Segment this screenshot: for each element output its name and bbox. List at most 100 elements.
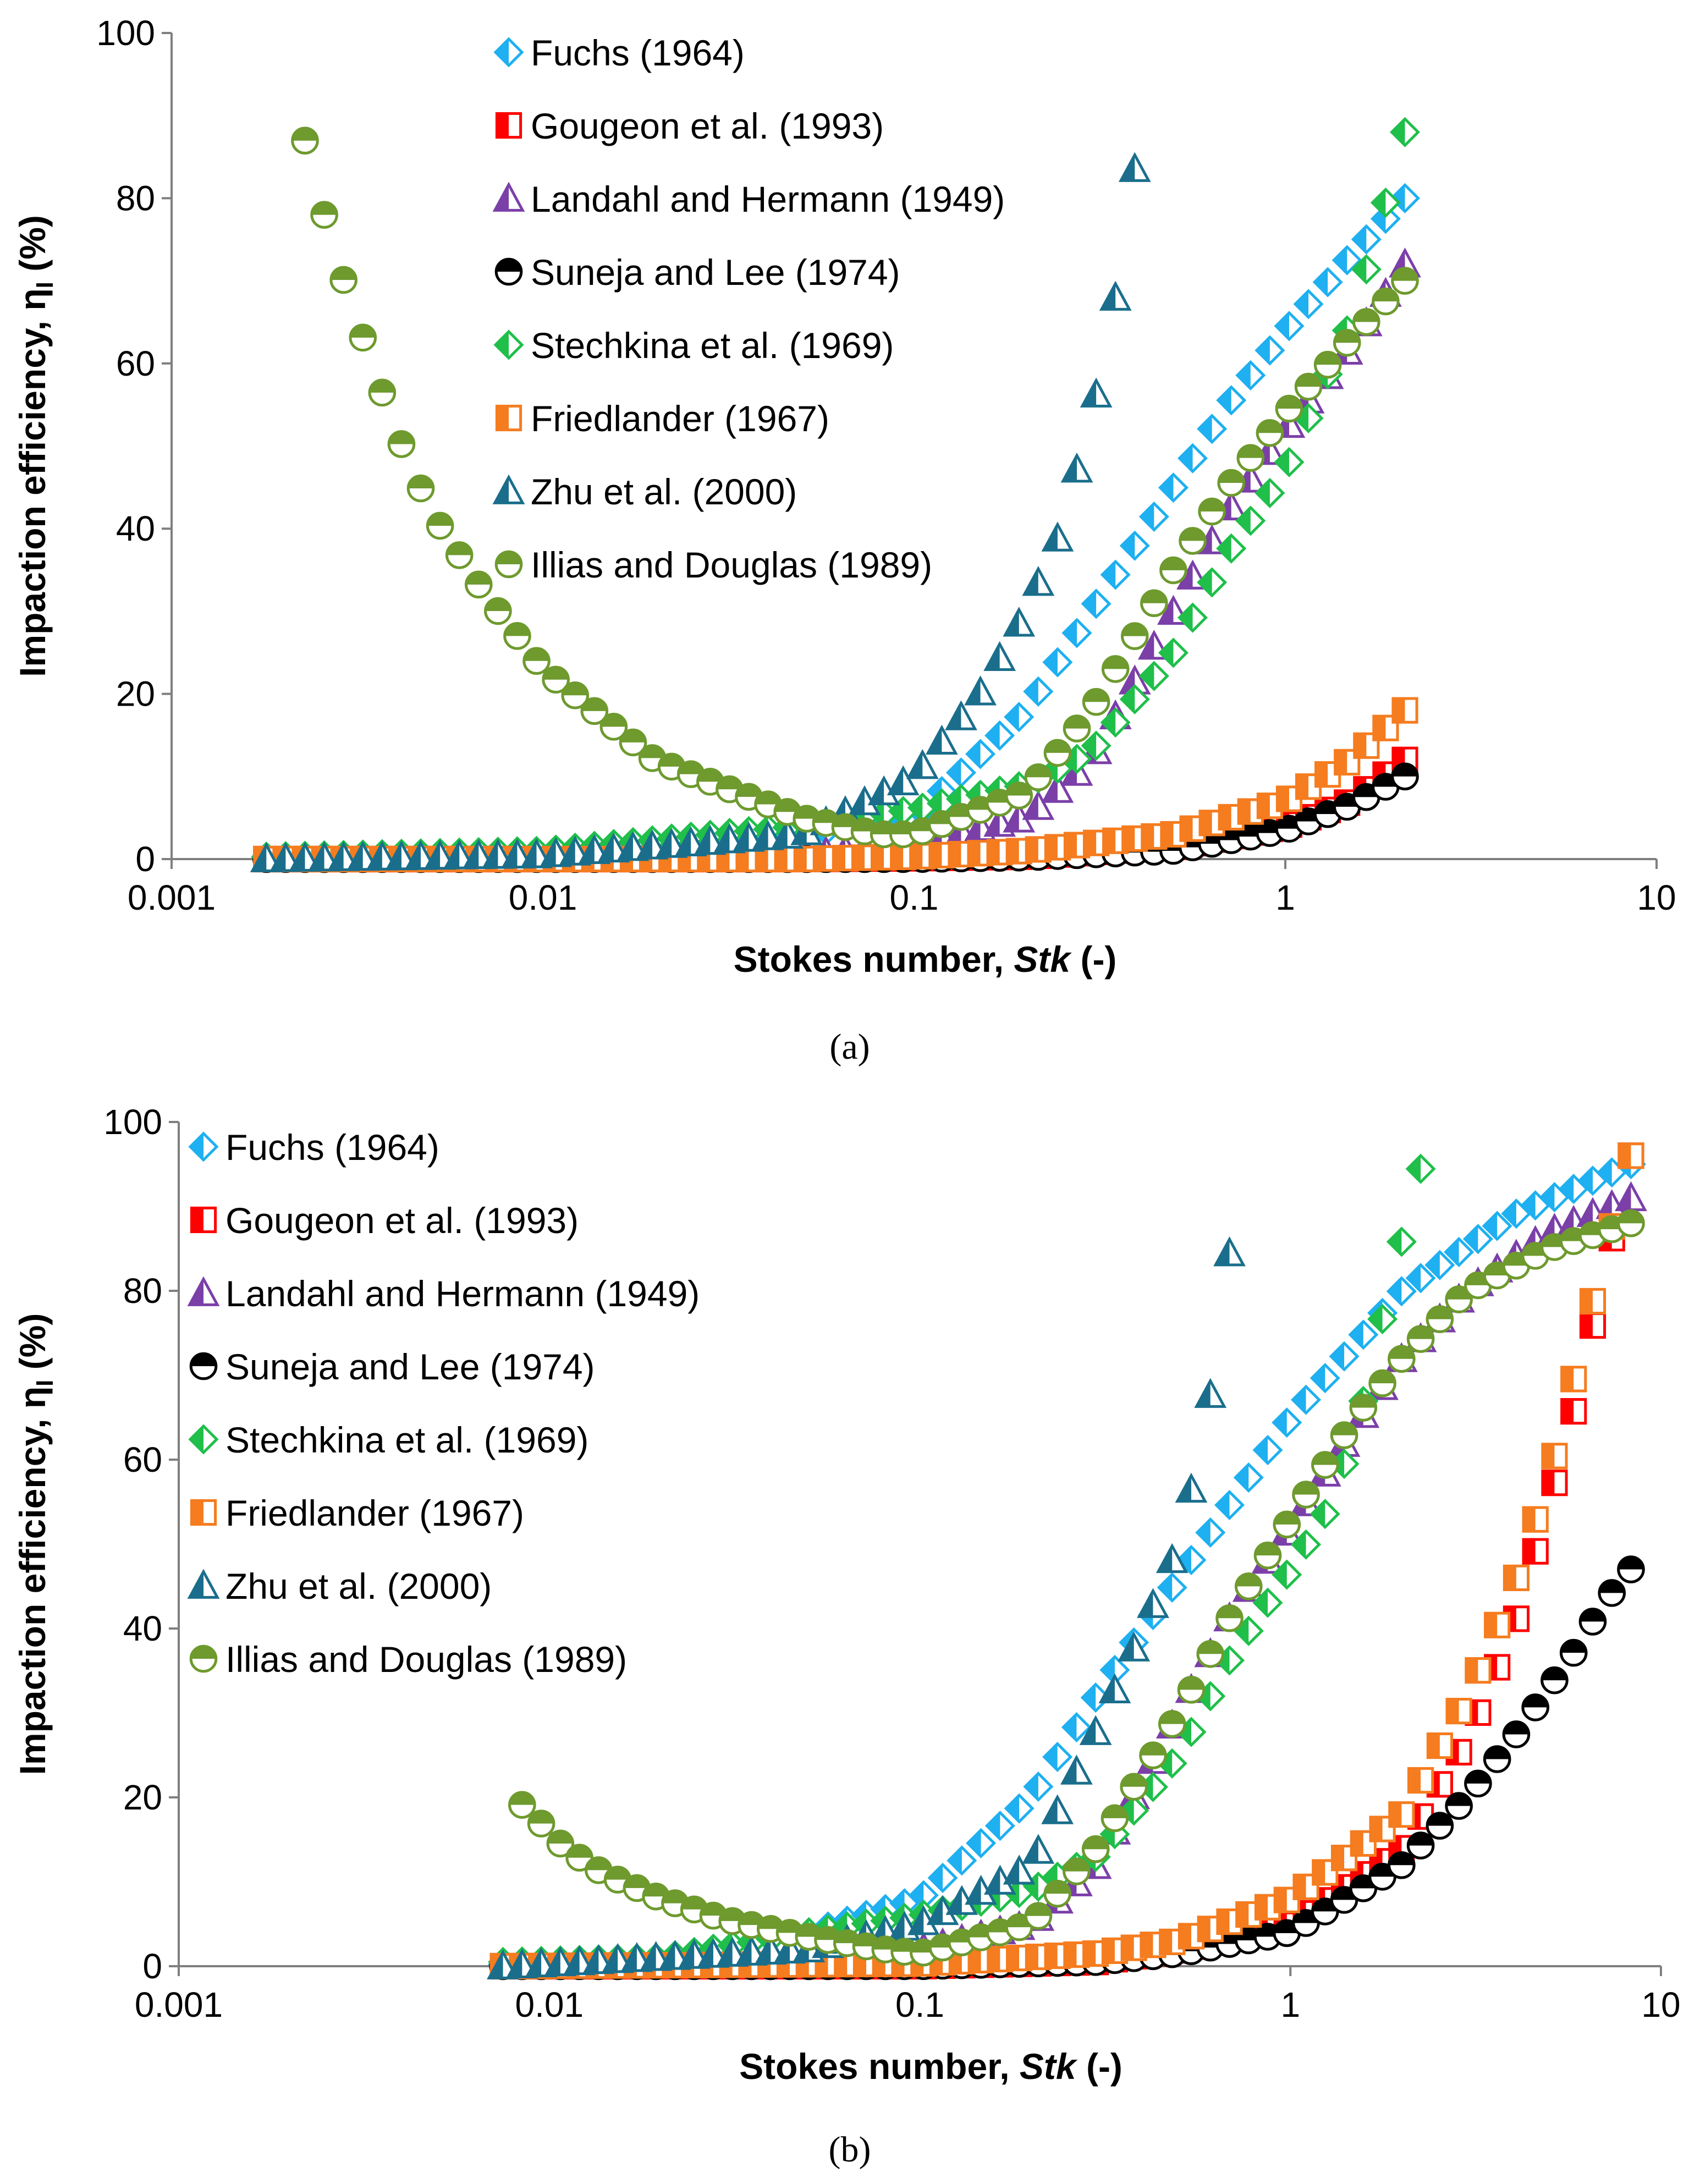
data-point (1216, 385, 1247, 416)
legend-item-zhu: Zhu et al. (2000) (187, 1566, 492, 1607)
data-point (443, 839, 476, 870)
legend-label: Zhu et al. (2000) (225, 1566, 492, 1607)
legend-label: Stechkina et al. (1969) (225, 1420, 588, 1460)
data-point (1483, 1745, 1511, 1773)
data-point (1139, 1741, 1167, 1769)
data-point (1022, 1834, 1055, 1864)
data-point (1195, 1517, 1226, 1548)
data-point (1579, 1288, 1607, 1315)
data-point (1196, 1640, 1225, 1668)
legend-item-stechkina: Stechkina et al. (1969) (188, 1420, 588, 1460)
x-tick-label: 1 (1275, 878, 1295, 917)
data-point (561, 681, 590, 709)
y-tick-label: 80 (123, 1271, 162, 1311)
data-point (1273, 1886, 1300, 1913)
legend-item-fuchs: Fuchs (1964) (188, 1127, 439, 1168)
x-tick-label: 0.01 (515, 1985, 584, 2025)
legend-marker (190, 1499, 217, 1526)
data-point (1137, 1588, 1169, 1618)
data-point (462, 839, 495, 870)
data-point (1176, 1544, 1207, 1576)
data-point (1175, 1472, 1208, 1503)
data-point (1407, 1767, 1434, 1794)
y-tick-label: 40 (123, 1609, 162, 1648)
data-point (1081, 588, 1112, 619)
data-point (1291, 1529, 1322, 1560)
y-tick-label: 80 (116, 178, 155, 218)
figure-caption: (b) (829, 2130, 871, 2170)
data-point (1255, 335, 1285, 366)
legend-item-friedlander: Friedlander (1967) (495, 398, 829, 439)
data-point (1138, 501, 1169, 532)
legend-marker (190, 1206, 217, 1234)
data-point (1060, 1754, 1093, 1785)
data-point (1004, 702, 1035, 733)
data-point (1256, 419, 1284, 447)
data-point (1234, 1572, 1263, 1600)
data-point (1464, 1769, 1492, 1798)
data-point (1022, 790, 1055, 820)
data-point (1541, 1666, 1569, 1695)
figure-caption: (a) (829, 1027, 870, 1067)
data-point (310, 201, 338, 229)
data-point (1386, 1276, 1417, 1307)
data-point (329, 266, 357, 294)
legend: Fuchs (1964) Gougeon et al. (1993) Landahl… (187, 1127, 700, 1680)
legend-marker (493, 329, 524, 360)
legend-marker (492, 474, 525, 504)
legend-item-friedlander: Friedlander (1967) (190, 1493, 524, 1533)
legend-marker (495, 404, 522, 432)
legend-item-illias: Illias and Douglas (1989) (494, 544, 932, 585)
data-point (1004, 1793, 1035, 1824)
legend-marker (494, 257, 523, 286)
data-point (1273, 1510, 1301, 1539)
legend: Fuchs (1964) Gougeon et al. (1993) Landahl… (492, 32, 1005, 585)
chart-a-svg: 0 20 40 60 80 100 0.001 0.01 0.1 1 10 Stokes number… (12, 13, 1676, 1067)
data-point (1406, 1325, 1435, 1353)
legend-label: Stechkina et al. (1969) (531, 325, 894, 366)
legend-marker (495, 112, 522, 139)
y-tick-label: 20 (116, 674, 155, 714)
legend-marker (187, 1569, 220, 1599)
data-point (484, 597, 512, 625)
data-point (1120, 1773, 1148, 1801)
data-point (327, 841, 360, 871)
data-point (1522, 1538, 1549, 1565)
data-point (1023, 1771, 1054, 1802)
legend-marker (189, 1644, 218, 1673)
data-point (1061, 618, 1092, 648)
data-point (1445, 1698, 1472, 1725)
data-point (1177, 1676, 1206, 1704)
data-point (1061, 1712, 1092, 1743)
data-point (1330, 1421, 1358, 1449)
data-point (1119, 530, 1150, 561)
data-point (1350, 1830, 1377, 1857)
data-point (1522, 1506, 1549, 1533)
data-point (1158, 1710, 1186, 1738)
data-point (1197, 567, 1228, 598)
data-point (983, 641, 1016, 671)
data-point (1310, 1499, 1340, 1530)
data-point (423, 839, 456, 870)
data-point (1233, 1462, 1264, 1493)
data-point (1275, 785, 1303, 812)
data-point (1405, 1263, 1436, 1294)
data-point (565, 1844, 593, 1872)
data-point (1617, 1555, 1645, 1583)
data-point (508, 1791, 536, 1819)
legend-label: Illias and Douglas (1989) (225, 1639, 627, 1680)
data-point (1391, 697, 1418, 724)
data-point (1541, 1443, 1568, 1470)
legend-item-stechkina: Stechkina et al. (1969) (493, 325, 894, 366)
data-point (1120, 622, 1149, 650)
data-point (1351, 254, 1382, 285)
series-zhu (250, 152, 1151, 872)
y-tick-label: 60 (116, 344, 155, 383)
data-point (1291, 1384, 1322, 1415)
data-point (1502, 1720, 1531, 1748)
data-point (501, 838, 533, 869)
data-point (966, 1828, 997, 1858)
data-point (346, 840, 379, 871)
data-point (546, 1829, 575, 1858)
data-point (1462, 1224, 1493, 1255)
